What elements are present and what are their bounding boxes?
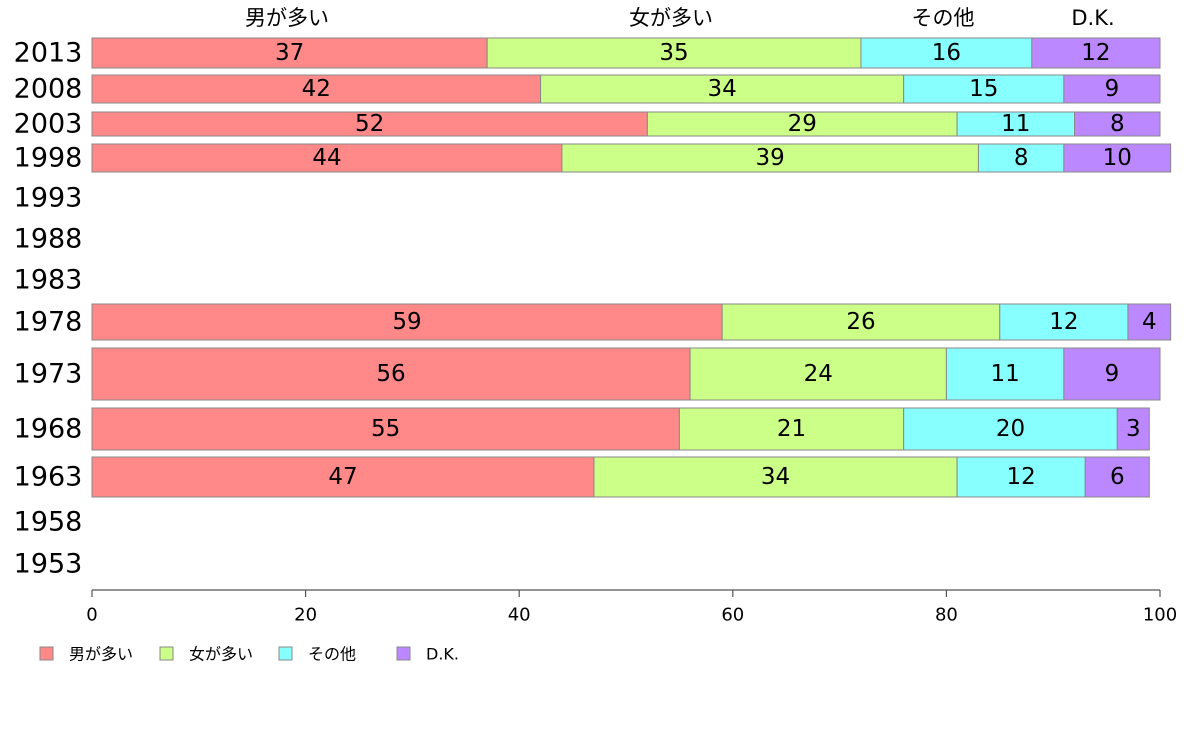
value-label-1998-series-4: 10	[1103, 145, 1132, 171]
year-label-1983: 1983	[14, 265, 83, 296]
year-label-1973: 1973	[14, 359, 83, 390]
bar-2013-series-4	[1031, 37, 1161, 69]
top-label-2: 女が多い	[629, 6, 713, 30]
value-label-1978-series-1: 59	[392, 309, 421, 335]
x-tick-label-100: 100	[1143, 605, 1177, 626]
year-label-2003: 2003	[14, 109, 83, 140]
value-label-2008-series-3: 15	[969, 76, 998, 102]
value-label-1998-series-3: 8	[1014, 145, 1029, 171]
year-label-1998: 1998	[14, 143, 83, 174]
value-label-1998-series-2: 39	[756, 145, 785, 171]
value-label-1968-series-2: 21	[777, 416, 806, 442]
legend-label-1: 男が多い	[69, 645, 133, 664]
bar-1978-series-3	[999, 303, 1129, 341]
bar-1973-series-4	[1063, 347, 1161, 401]
value-label-2013-series-3: 16	[932, 40, 961, 66]
bar-1998-series-2	[561, 143, 979, 173]
legend-swatch-1	[39, 646, 54, 661]
value-label-2013-series-2: 35	[659, 40, 688, 66]
bar-2008-series-1	[91, 74, 542, 104]
bar-1998-series-4	[1063, 143, 1172, 173]
year-label-1963: 1963	[14, 462, 83, 493]
bar-1968-series-1	[91, 407, 680, 451]
value-label-1968-series-4: 3	[1126, 416, 1141, 442]
bar-1973-series-2	[689, 347, 947, 401]
year-label-2013: 2013	[14, 38, 83, 69]
top-label-4: D.K.	[1071, 6, 1114, 30]
bar-2008-series-3	[903, 74, 1065, 104]
value-label-2013-series-1: 37	[275, 40, 304, 66]
value-label-1978-series-3: 12	[1049, 309, 1078, 335]
year-label-1958: 1958	[14, 507, 83, 538]
value-label-2013-series-4: 12	[1081, 40, 1110, 66]
year-label-2008: 2008	[14, 74, 83, 105]
x-tick-label-80: 80	[935, 605, 958, 626]
bar-1963-series-3	[956, 456, 1086, 498]
year-label-1953: 1953	[14, 549, 83, 580]
bar-1968-series-3	[903, 407, 1118, 451]
year-label-1993: 1993	[14, 183, 83, 214]
value-label-1973-series-2: 24	[804, 361, 833, 387]
bar-1978-series-1	[91, 303, 723, 341]
bar-1963-series-1	[91, 456, 595, 498]
legend-label-4: D.K.	[426, 645, 459, 664]
value-label-1968-series-3: 20	[996, 416, 1025, 442]
x-tick-label-60: 60	[721, 605, 744, 626]
legend-swatch-4	[396, 646, 411, 661]
legend-label-3: その他	[308, 645, 356, 664]
bar-2013-series-3	[860, 37, 1033, 69]
x-tick-label-40: 40	[508, 605, 531, 626]
bar-1998-series-1	[91, 143, 563, 173]
bar-1973-series-3	[945, 347, 1065, 401]
bar-2003-series-4	[1074, 111, 1161, 137]
value-label-1963-series-2: 34	[761, 464, 790, 490]
year-label-1978: 1978	[14, 307, 83, 338]
value-label-2003-series-1: 52	[355, 111, 384, 137]
bar-1968-series-4	[1116, 407, 1150, 451]
bar-2003-series-2	[646, 111, 958, 137]
year-label-1988: 1988	[14, 224, 83, 255]
value-label-2008-series-1: 42	[302, 76, 331, 102]
value-label-1978-series-2: 26	[846, 309, 875, 335]
bar-2008-series-4	[1063, 74, 1161, 104]
year-label-1968: 1968	[14, 414, 83, 445]
value-label-2008-series-2: 34	[707, 76, 736, 102]
bar-1978-series-2	[721, 303, 1001, 341]
value-label-2008-series-4: 9	[1105, 76, 1120, 102]
value-label-1973-series-3: 11	[990, 361, 1019, 387]
top-label-1: 男が多い	[245, 6, 329, 30]
legend-swatch-3	[278, 646, 293, 661]
value-label-1998-series-1: 44	[312, 145, 341, 171]
value-label-2003-series-3: 11	[1001, 111, 1030, 137]
value-label-2003-series-2: 29	[788, 111, 817, 137]
value-label-1963-series-1: 47	[328, 464, 357, 490]
value-label-1973-series-4: 9	[1105, 361, 1120, 387]
bar-2013-series-1	[91, 37, 488, 69]
legend-swatch-2	[159, 646, 174, 661]
value-label-1968-series-1: 55	[371, 416, 400, 442]
bar-1978-series-4	[1127, 303, 1172, 341]
bar-2013-series-2	[486, 37, 862, 69]
value-label-1978-series-4: 4	[1142, 309, 1157, 335]
value-label-1973-series-1: 56	[376, 361, 405, 387]
bar-1973-series-1	[91, 347, 691, 401]
x-tick-label-0: 0	[86, 605, 97, 626]
value-label-1963-series-4: 6	[1110, 464, 1125, 490]
value-label-1963-series-3: 12	[1007, 464, 1036, 490]
bar-2003-series-1	[91, 111, 648, 137]
bar-2008-series-2	[540, 74, 905, 104]
legend-label-2: 女が多い	[189, 645, 253, 664]
bar-1963-series-4	[1084, 456, 1150, 498]
value-label-2003-series-4: 8	[1110, 111, 1125, 137]
top-label-3: その他	[912, 6, 975, 30]
x-tick-label-20: 20	[294, 605, 317, 626]
